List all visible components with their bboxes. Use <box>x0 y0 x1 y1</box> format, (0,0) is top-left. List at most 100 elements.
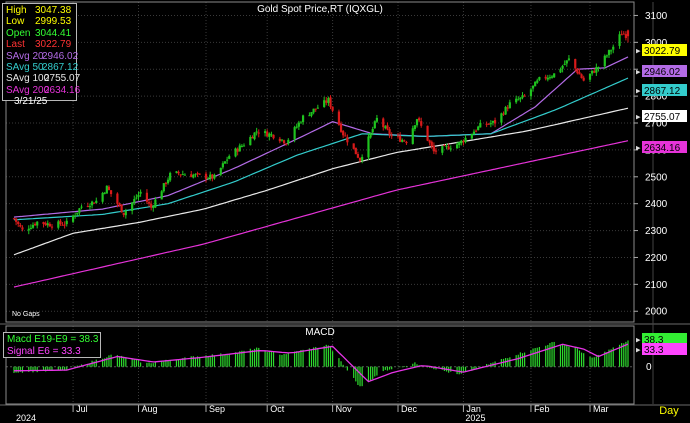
info-value: 2634.16 <box>44 84 81 96</box>
macd-signal <box>13 343 629 383</box>
candle-body <box>175 171 178 173</box>
macd-bar <box>199 356 201 367</box>
macd-bar <box>317 347 319 367</box>
macd-bar <box>121 355 123 367</box>
macd-bar <box>285 354 287 367</box>
day-button: Day <box>659 405 679 417</box>
time-tick-label: Sep <box>209 404 225 414</box>
macd-bar <box>175 360 178 367</box>
macd-bar <box>196 356 199 367</box>
candle-body <box>546 77 549 80</box>
candles <box>12 29 630 235</box>
candle-body <box>565 60 568 64</box>
macd-bar <box>169 360 171 367</box>
macd-bar <box>608 349 610 367</box>
macd-bar <box>61 366 64 370</box>
candle-body <box>508 102 511 109</box>
macd-bar <box>627 340 629 367</box>
info-value: 2999.53 <box>35 16 72 28</box>
macd-bar <box>346 366 348 371</box>
no-gaps-label: No Gaps <box>12 311 40 318</box>
macd-bar <box>180 359 182 367</box>
macd-bar <box>205 355 207 367</box>
macd-bar <box>361 366 363 387</box>
info-date: 3/21/25 <box>14 96 48 108</box>
macd-bar <box>270 351 273 367</box>
macd-bar <box>139 362 142 367</box>
candle-body <box>90 201 94 206</box>
macd-bar <box>338 358 340 367</box>
macd-bar <box>623 343 625 367</box>
macd-bar <box>386 366 389 371</box>
macd-bar <box>580 352 583 367</box>
candle-body <box>474 130 478 132</box>
candle-body <box>464 137 467 143</box>
macd-bar <box>152 363 154 367</box>
macd-bar <box>610 349 612 367</box>
candle-body <box>282 140 286 144</box>
macd-bar <box>213 355 216 367</box>
candle-body <box>105 185 108 194</box>
macd-bar <box>329 346 332 367</box>
macd-bar <box>405 365 408 367</box>
candle-body <box>358 157 362 161</box>
macd-bar <box>116 355 118 367</box>
macd-bar <box>19 366 21 372</box>
candle-body <box>531 85 535 89</box>
candle-body <box>236 148 239 152</box>
price-tick-label: 2500 <box>645 172 668 183</box>
macd-bar <box>148 362 150 367</box>
macd-bar <box>355 366 357 382</box>
macd-bar <box>47 366 49 370</box>
candle-body <box>432 145 435 152</box>
sma-tag-2-arrow: ▸ <box>636 86 641 96</box>
macd-bar <box>45 366 47 372</box>
macd-bar <box>593 357 595 367</box>
info-key: SAvg 20 <box>6 50 44 62</box>
macd-bar <box>462 366 465 373</box>
sma-tag-4-box <box>642 141 687 153</box>
macd-info-key: Signal <box>7 345 35 357</box>
info-key: SAvg 200 <box>6 84 50 96</box>
candle-body <box>285 143 288 145</box>
info-key: SAvg 100 <box>6 73 50 85</box>
info-key: SAvg 50 <box>6 61 44 73</box>
candle-body <box>135 197 138 199</box>
macd-bar <box>574 347 576 367</box>
macd-panel-frame <box>5 325 635 405</box>
candle-body <box>65 220 68 225</box>
candle-body <box>88 206 92 208</box>
macd-bar <box>224 354 226 367</box>
year-label: 2025 <box>465 413 485 423</box>
macd-bar <box>549 343 551 367</box>
candle-body <box>449 148 452 150</box>
macd-bar <box>412 363 414 367</box>
candle-body <box>124 210 127 216</box>
candle-body <box>517 99 520 101</box>
macd-bar <box>576 348 578 367</box>
macd-bar <box>57 366 59 370</box>
sma-tag-2-box <box>642 84 687 96</box>
candle-body <box>287 139 290 144</box>
candle-body <box>582 77 585 81</box>
candle-body <box>50 226 54 228</box>
macd-bar <box>429 366 431 368</box>
price-tick-label: 3100 <box>645 11 668 22</box>
candle-body <box>479 122 482 128</box>
candle-body <box>445 145 448 147</box>
macd-bar <box>135 359 137 367</box>
macd-bar <box>384 366 386 370</box>
candle-body <box>405 141 408 144</box>
macd-bar <box>209 356 211 367</box>
moving-averages <box>13 56 629 288</box>
candle-body <box>411 128 414 144</box>
price-tick-label: 2700 <box>645 119 668 130</box>
price-tick-label: 2300 <box>645 226 668 237</box>
sma-tag-1-arrow: ▸ <box>636 67 641 77</box>
macd-tag-text: 38.3 <box>644 335 664 346</box>
macd-bar <box>28 366 30 372</box>
macd-bar <box>458 366 460 375</box>
candle-body <box>595 67 598 73</box>
macd-bar <box>479 366 481 368</box>
time-tick-label: Oct <box>270 404 285 414</box>
